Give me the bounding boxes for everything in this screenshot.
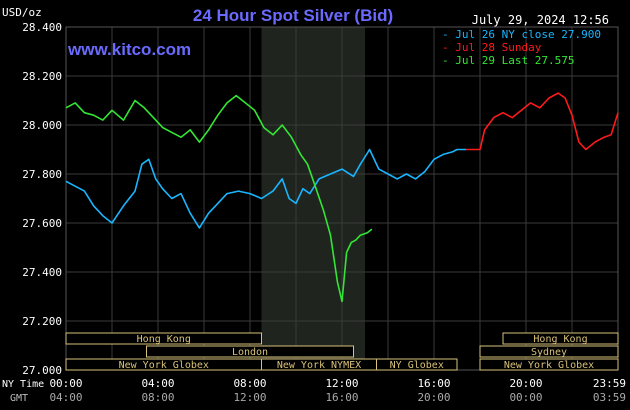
session-bar bbox=[146, 345, 354, 358]
x-tick-label-ny: 16:00 bbox=[417, 377, 450, 390]
y-tick-label: 27.200 bbox=[22, 315, 62, 328]
x-tick-label-gmt: 00:00 bbox=[509, 391, 542, 404]
x-tick-label-gmt: 12:00 bbox=[233, 391, 266, 404]
session-bar bbox=[65, 332, 262, 345]
session-label: London bbox=[232, 347, 268, 358]
highlight-band-layer bbox=[261, 27, 365, 370]
x-axis-gmt-label: GMT bbox=[10, 393, 28, 404]
x-tick-label-ny: 20:00 bbox=[509, 377, 542, 390]
series-layer bbox=[65, 92, 619, 303]
y-tick-label: 28.400 bbox=[22, 21, 62, 34]
session-label: Sydney bbox=[531, 347, 567, 358]
y-tick-label: 27.400 bbox=[22, 266, 62, 279]
x-tick-label-ny: 00:00 bbox=[49, 377, 82, 390]
legend-entry: - Jul 28 Sunday bbox=[442, 41, 542, 54]
x-axis-ny-time-label: NY Time bbox=[2, 379, 44, 390]
chart-title: 24 Hour Spot Silver (Bid) bbox=[193, 6, 393, 25]
series-line-1 bbox=[466, 92, 619, 151]
x-tick-label-gmt: 08:00 bbox=[141, 391, 174, 404]
session-label: New York NYMEX bbox=[277, 360, 361, 371]
session-label: New York Globex bbox=[119, 360, 209, 371]
nymex-session-highlight bbox=[261, 27, 365, 370]
session-label: Hong Kong bbox=[533, 334, 587, 345]
x-tick-label-ny: 04:00 bbox=[141, 377, 174, 390]
x-tick-label-ny: 23:59 bbox=[593, 377, 626, 390]
series-line-2 bbox=[65, 94, 373, 303]
x-tick-label-ny: 12:00 bbox=[325, 377, 358, 390]
legend: - Jul 26 NY close 27.900- Jul 28 Sunday-… bbox=[442, 28, 601, 67]
series-line-0 bbox=[65, 148, 467, 229]
session-bar bbox=[376, 358, 458, 371]
y-tick-label: 27.000 bbox=[22, 364, 62, 377]
legend-entry: - Jul 29 Last 27.575 bbox=[442, 54, 574, 67]
brand-watermark: www.kitco.com bbox=[67, 40, 191, 59]
x-tick-label-gmt: 03:59 bbox=[593, 391, 626, 404]
legend-entry: - Jul 26 NY close 27.900 bbox=[442, 28, 601, 41]
session-label: NY Globex bbox=[390, 360, 444, 371]
x-tick-label-gmt: 04:00 bbox=[49, 391, 82, 404]
session-bar bbox=[479, 345, 619, 358]
session-bar bbox=[479, 358, 619, 371]
tick-labels: 28.400 28.200 28.000 27.800 27.600 27.400 27.2… bbox=[22, 21, 626, 404]
session-bars: Hong Kong Hong Kong London Sydney New York G… bbox=[65, 332, 619, 371]
x-tick-label-ny: 08:00 bbox=[233, 377, 266, 390]
chart-timestamp: July 29, 2024 12:56 bbox=[472, 13, 609, 27]
y-tick-label: 28.200 bbox=[22, 70, 62, 83]
x-tick-label-gmt: 16:00 bbox=[325, 391, 358, 404]
y-tick-label: 27.800 bbox=[22, 168, 62, 181]
x-tick-label-gmt: 20:00 bbox=[417, 391, 450, 404]
session-bar bbox=[502, 332, 619, 345]
y-unit-label: USD/oz bbox=[2, 6, 42, 19]
y-tick-label: 28.000 bbox=[22, 119, 62, 132]
y-tick-label: 27.600 bbox=[22, 217, 62, 230]
session-label: Hong Kong bbox=[137, 334, 191, 345]
session-label: New York Globex bbox=[504, 360, 594, 371]
